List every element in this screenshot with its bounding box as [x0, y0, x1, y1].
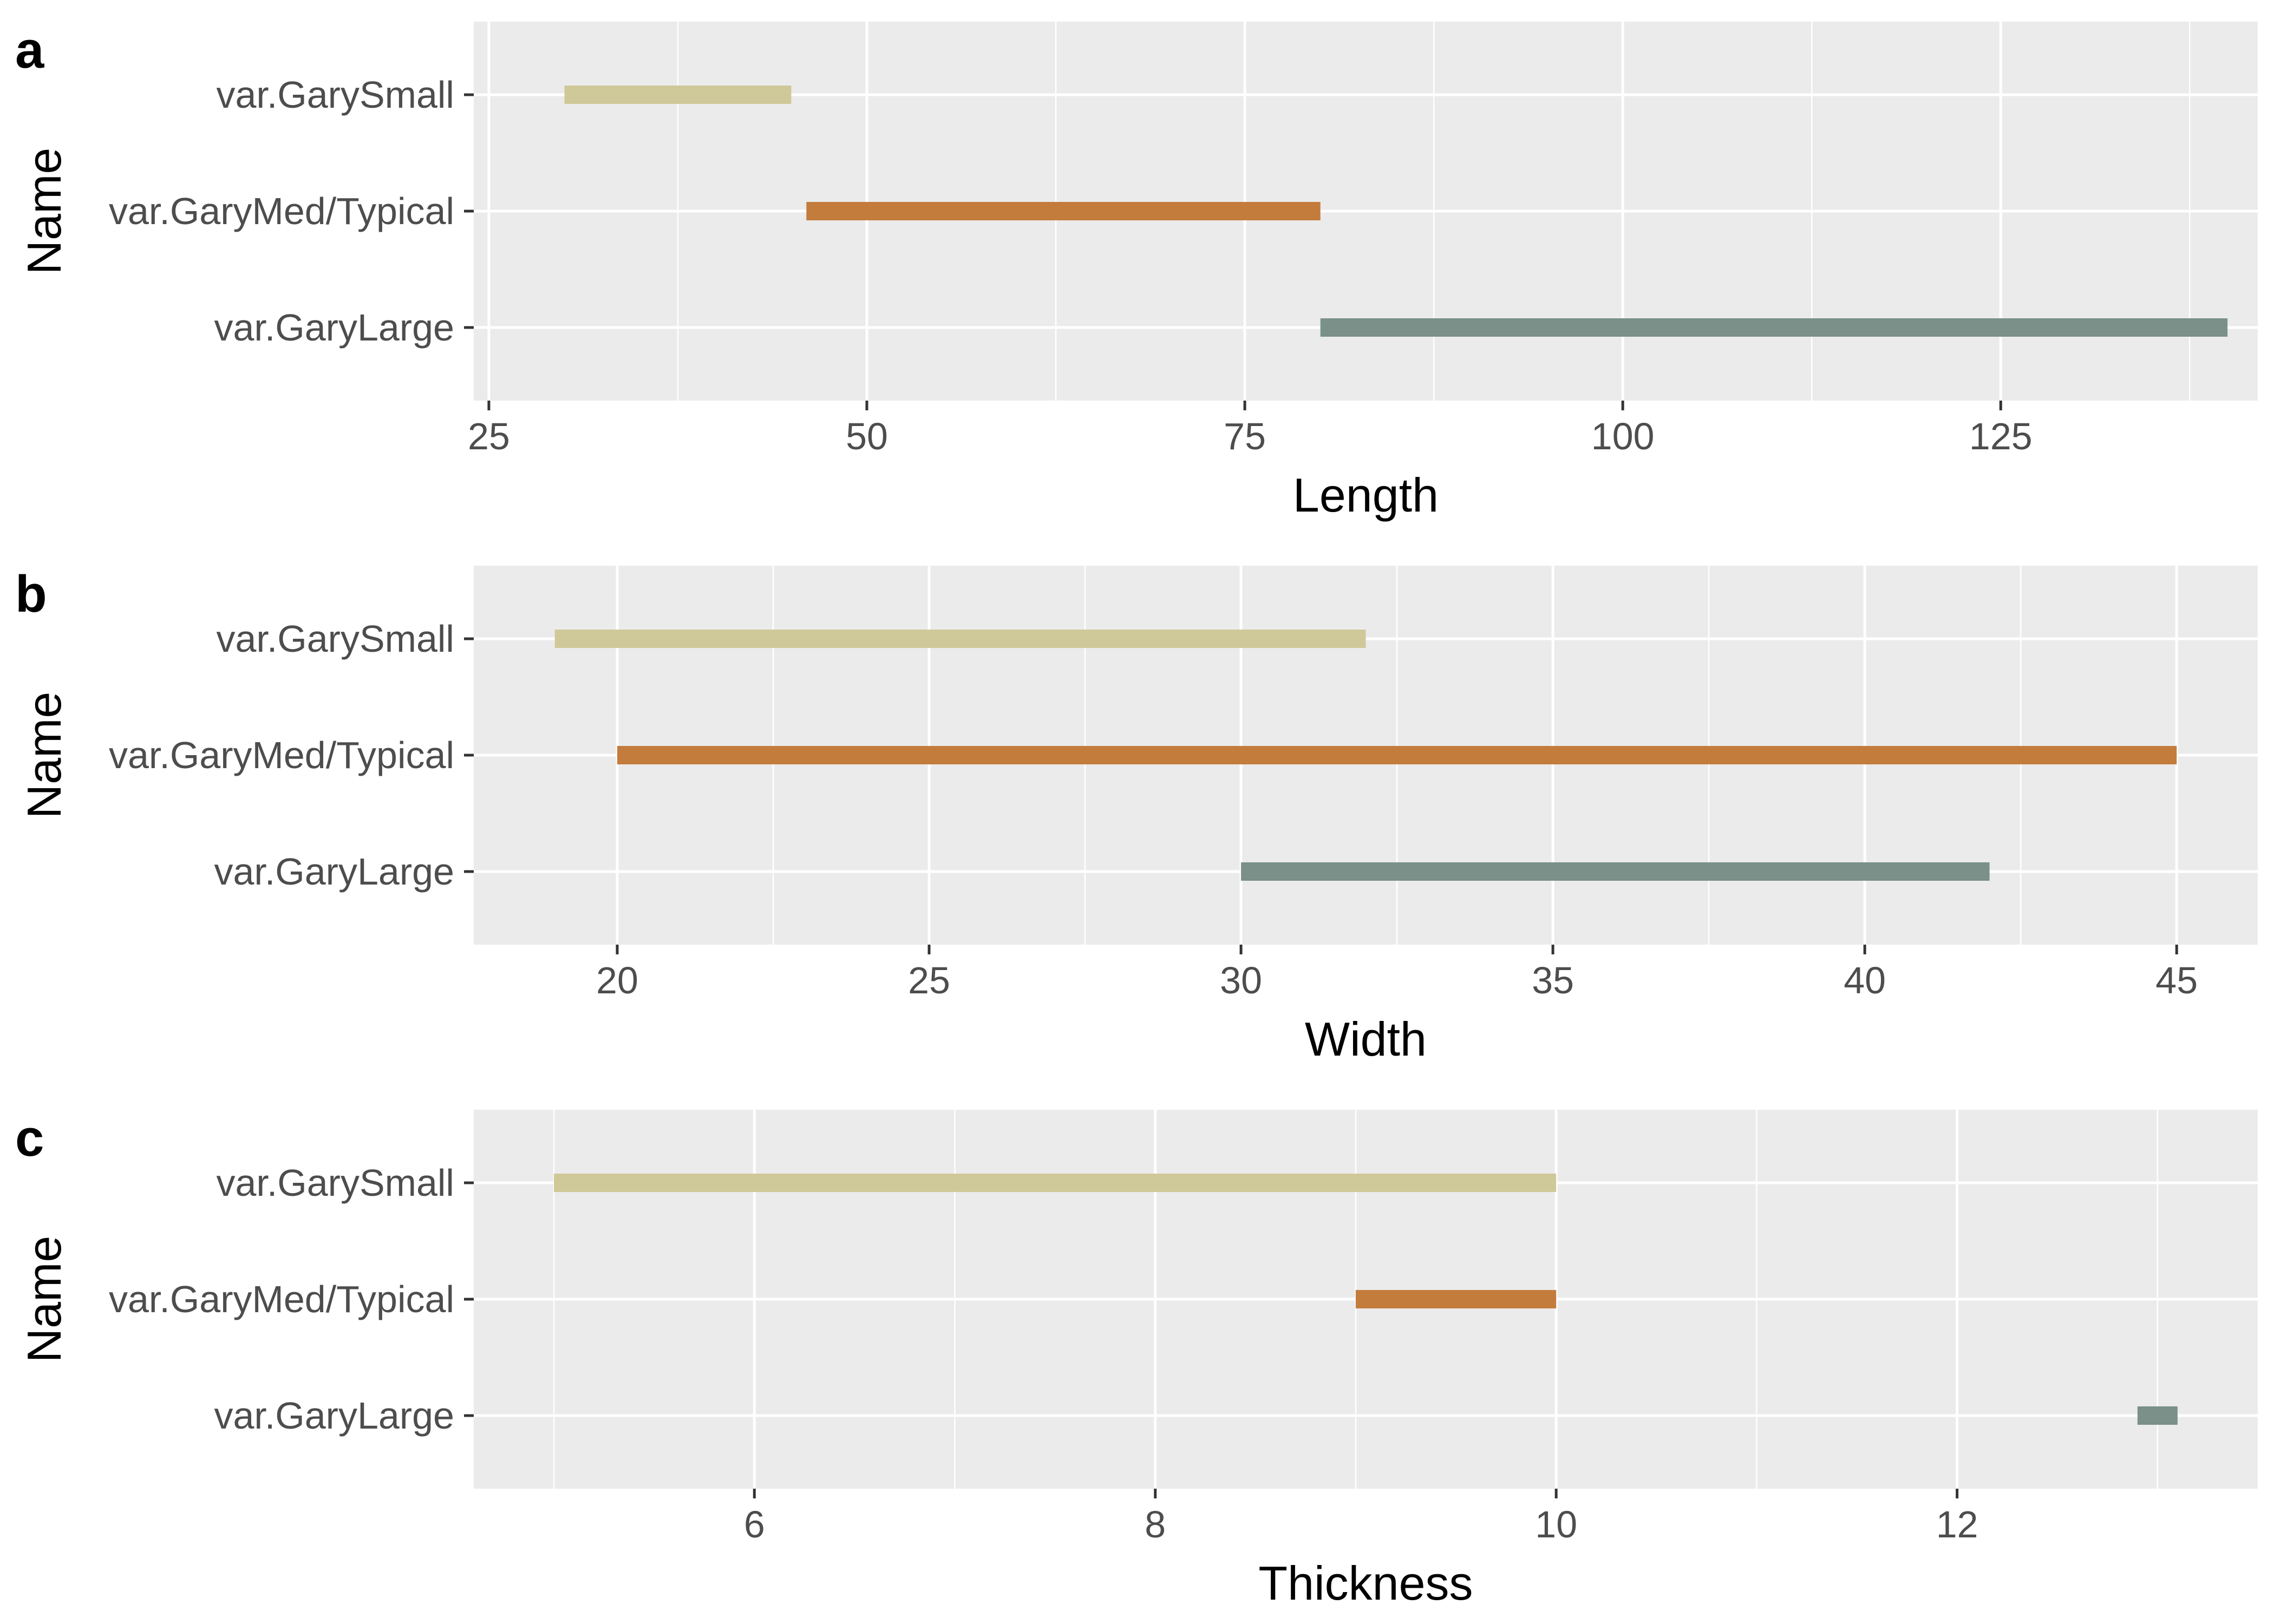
- x-tick-label: 40: [1844, 959, 1886, 1001]
- y-axis-title: Name: [17, 1236, 71, 1363]
- x-axis-title: Width: [1305, 1012, 1427, 1066]
- x-tick-label: 45: [2155, 959, 2198, 1001]
- range-bar-var-garymed-typical: [806, 202, 1321, 220]
- x-tick-label: 125: [1969, 415, 2033, 457]
- x-tick-label: 25: [468, 415, 510, 457]
- x-tick-label: 50: [846, 415, 888, 457]
- range-bar-var-garymed-typical: [617, 746, 2177, 764]
- y-tick-label: var.GaryLarge: [214, 850, 454, 893]
- y-tick-label: var.GaryMed/Typical: [109, 1278, 454, 1320]
- chart-panel-c: var.GarySmall var.GaryMed/Typical var.Gary…: [15, 1109, 2258, 1610]
- chart-panel-a: var.GarySmall var.GaryMed/Typical var.Gary…: [15, 21, 2258, 522]
- range-bar-var-garysmall: [564, 86, 792, 104]
- range-bar-var-garysmall: [554, 630, 1366, 648]
- x-tick-label: 25: [908, 959, 950, 1001]
- y-axis-title: Name: [17, 692, 71, 819]
- range-bar-var-garylarge: [1241, 862, 1990, 881]
- x-tick-label: 30: [1220, 959, 1262, 1001]
- x-tick-label: 100: [1591, 415, 1655, 457]
- x-tick-label: 12: [1936, 1503, 1978, 1546]
- x-tick-label: 35: [1532, 959, 1574, 1001]
- x-axis-title: Length: [1293, 468, 1439, 522]
- range-bar-var-garymed-typical: [1355, 1290, 1557, 1308]
- y-tick-label: var.GaryMed/Typical: [109, 734, 454, 776]
- range-bar-var-garylarge: [1320, 318, 2228, 337]
- y-tick-label: var.GaryLarge: [214, 1394, 454, 1437]
- x-tick-label: 75: [1224, 415, 1266, 457]
- x-tick-label: 20: [596, 959, 638, 1001]
- x-tick-label: 8: [1145, 1503, 1166, 1546]
- chart-panel-b: var.GarySmall var.GaryMed/Typical var.Gary…: [15, 565, 2258, 1066]
- y-tick-label: var.GaryLarge: [214, 306, 454, 349]
- x-axis-title: Thickness: [1258, 1556, 1473, 1610]
- panel-tag: a: [15, 21, 44, 79]
- range-bar-var-garylarge: [2137, 1406, 2178, 1425]
- y-tick-label: var.GarySmall: [216, 618, 454, 660]
- y-tick-label: var.GarySmall: [216, 1162, 454, 1204]
- y-axis-title: Name: [17, 148, 71, 275]
- range-bar-var-garysmall: [554, 1174, 1557, 1192]
- y-tick-label: var.GarySmall: [216, 74, 454, 116]
- x-tick-label: 6: [744, 1503, 765, 1546]
- panel-tag: b: [15, 565, 47, 623]
- y-tick-label: var.GaryMed/Typical: [109, 190, 454, 232]
- panel-tag: c: [15, 1109, 44, 1167]
- x-tick-label: 10: [1535, 1503, 1577, 1546]
